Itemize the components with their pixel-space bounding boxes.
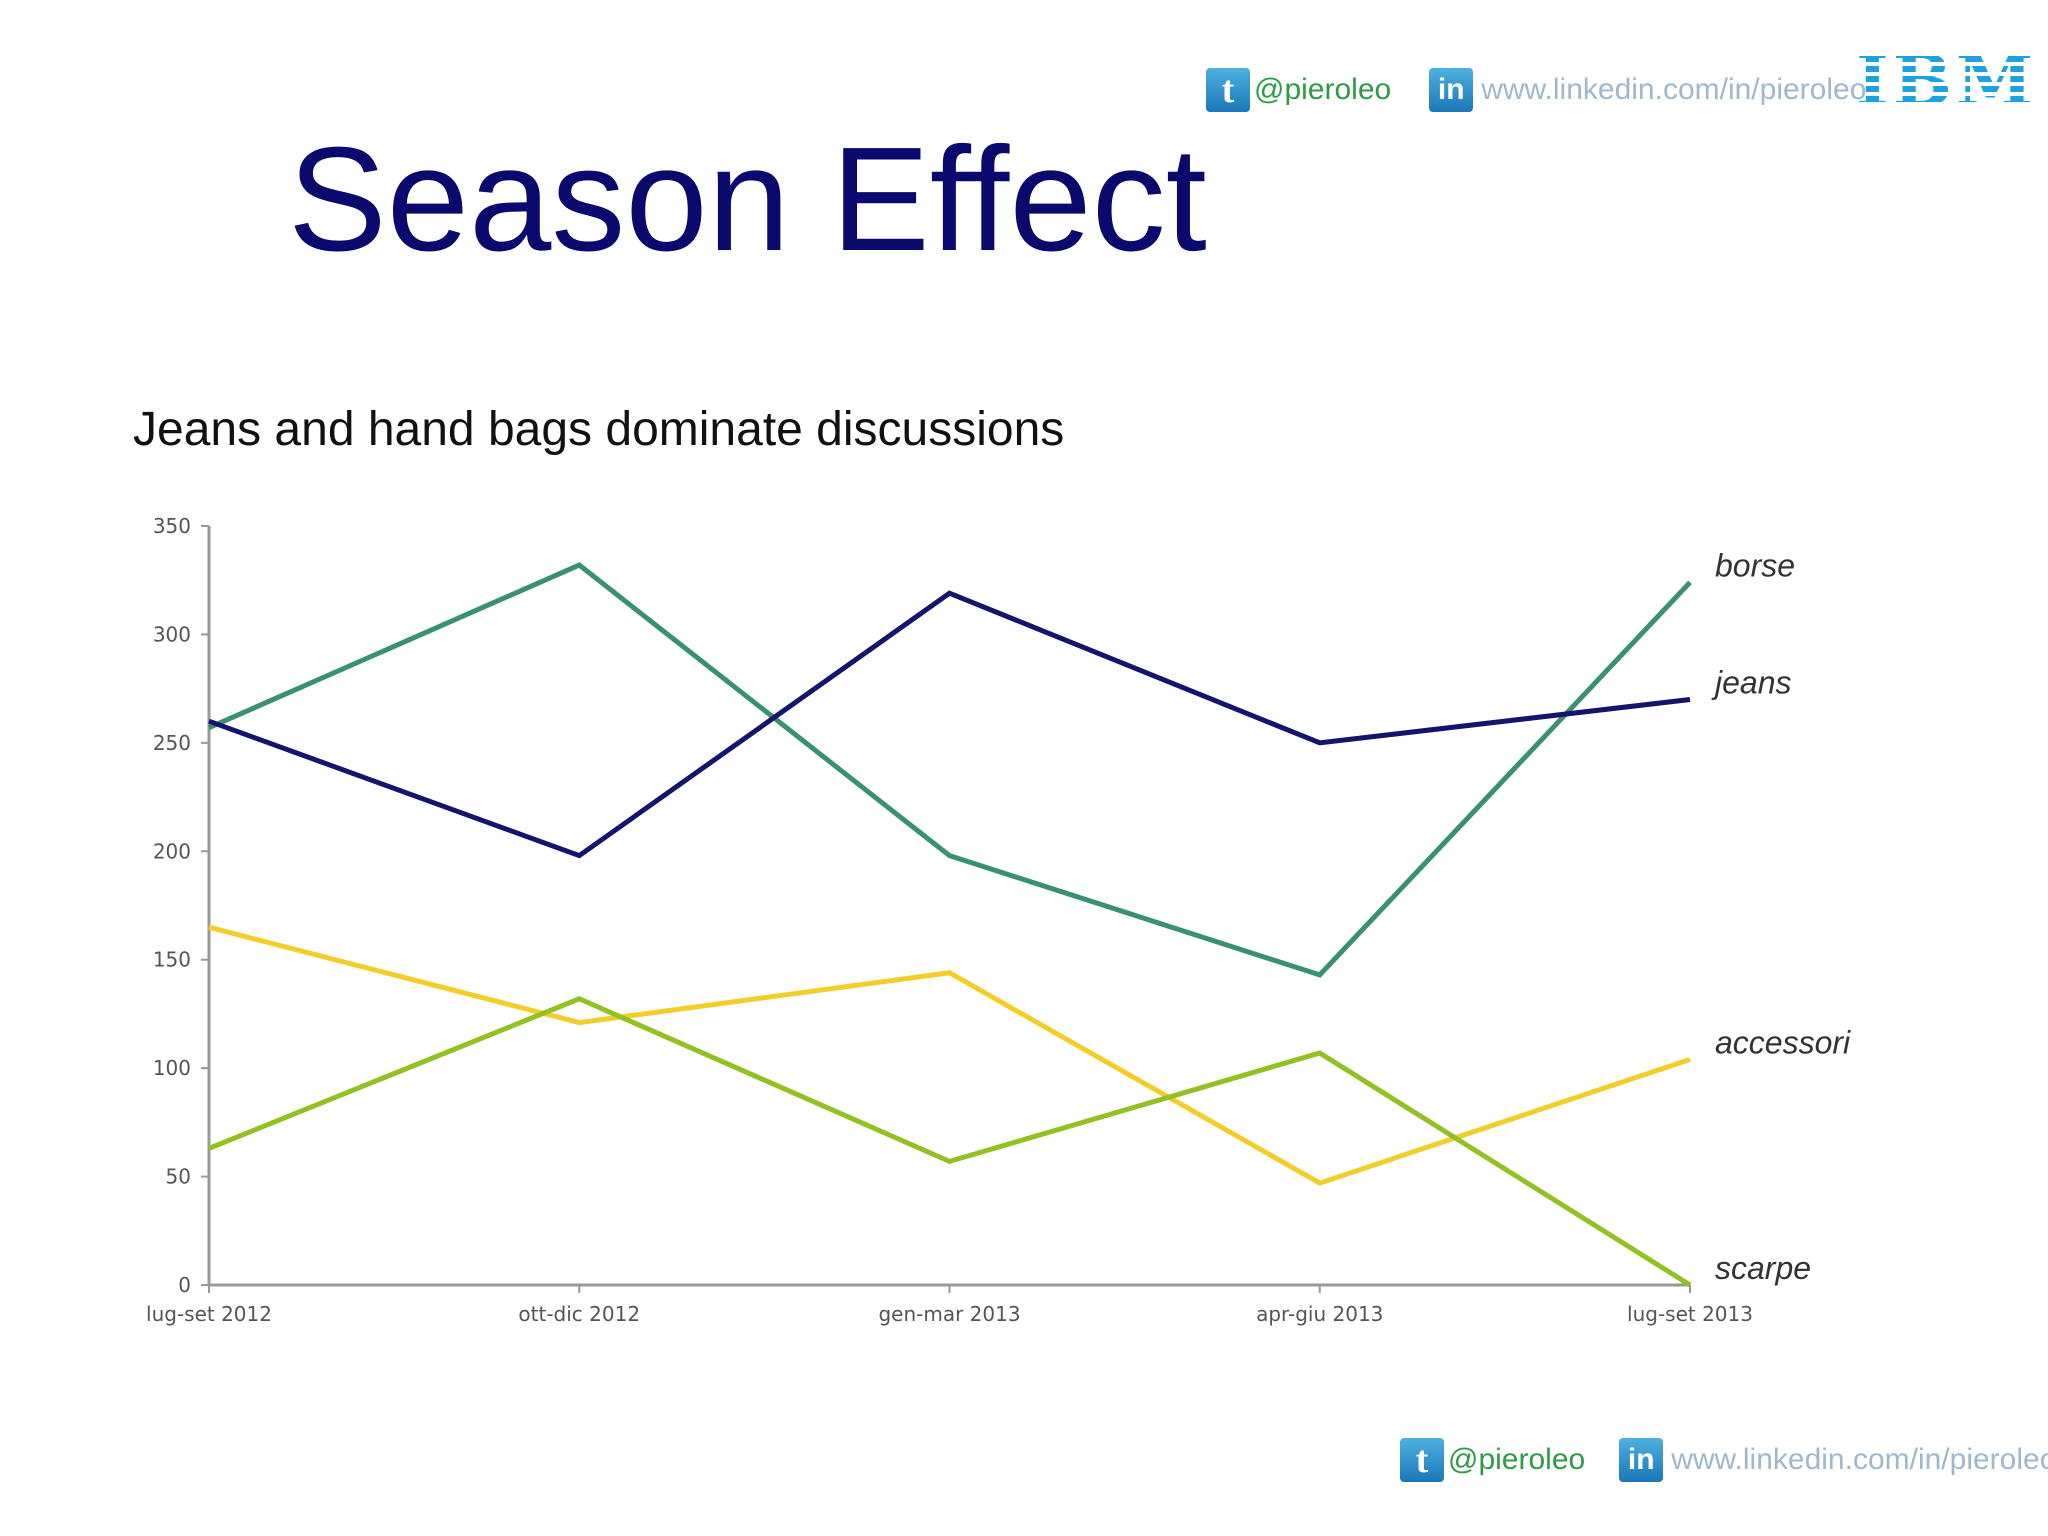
y-tick-label: 250 (153, 731, 191, 755)
ibm-logo: IBM (1856, 39, 2038, 122)
twitter-handle[interactable]: @pieroleo (1448, 1443, 1586, 1476)
twitter-handle[interactable]: @pieroleo (1254, 73, 1392, 106)
x-tick-label: lug-set 2012 (146, 1302, 272, 1326)
y-tick-label: 350 (153, 514, 191, 538)
y-tick-label: 100 (153, 1056, 191, 1080)
y-tick-label: 50 (166, 1165, 191, 1189)
subtitle: Jeans and hand bags dominate discussions (133, 403, 1065, 456)
twitter-icon[interactable]: t (1206, 68, 1250, 112)
series-label-accessori: accessori (1715, 1024, 1851, 1060)
linkedin-url[interactable]: www.linkedin.com/in/pieroleo (1671, 1443, 2048, 1476)
y-tick-label: 0 (178, 1273, 191, 1297)
page-title: Season Effect (288, 117, 1207, 282)
series-line-borse (207, 562, 1692, 978)
y-tick-label: 200 (153, 839, 191, 863)
linkedin-icon[interactable]: in (1619, 1438, 1664, 1482)
y-tick-label: 150 (153, 948, 191, 972)
x-tick-label: apr-giu 2013 (1256, 1302, 1383, 1326)
linkedin-url[interactable]: www.linkedin.com/in/pieroleo (1481, 73, 1867, 106)
linkedin-icon[interactable]: in (1429, 68, 1474, 112)
x-tick-label: ott-dic 2012 (518, 1302, 640, 1326)
series-label-jeans: jeans (1711, 664, 1792, 700)
x-tick-label: gen-mar 2013 (878, 1302, 1020, 1326)
header-social: t @pieroleo in www.linkedin.com/in/piero… (1206, 68, 1866, 112)
series-label-borse: borse (1715, 547, 1795, 583)
footer-social: t @pieroleo in www.linkedin.com/in/piero… (1400, 1438, 2048, 1482)
x-tick-label: lug-set 2013 (1627, 1302, 1753, 1326)
series-line-scarpe (208, 996, 1692, 1288)
series-label-scarpe: scarpe (1715, 1250, 1811, 1286)
twitter-icon[interactable]: t (1400, 1438, 1444, 1482)
y-tick-label: 300 (153, 622, 191, 646)
